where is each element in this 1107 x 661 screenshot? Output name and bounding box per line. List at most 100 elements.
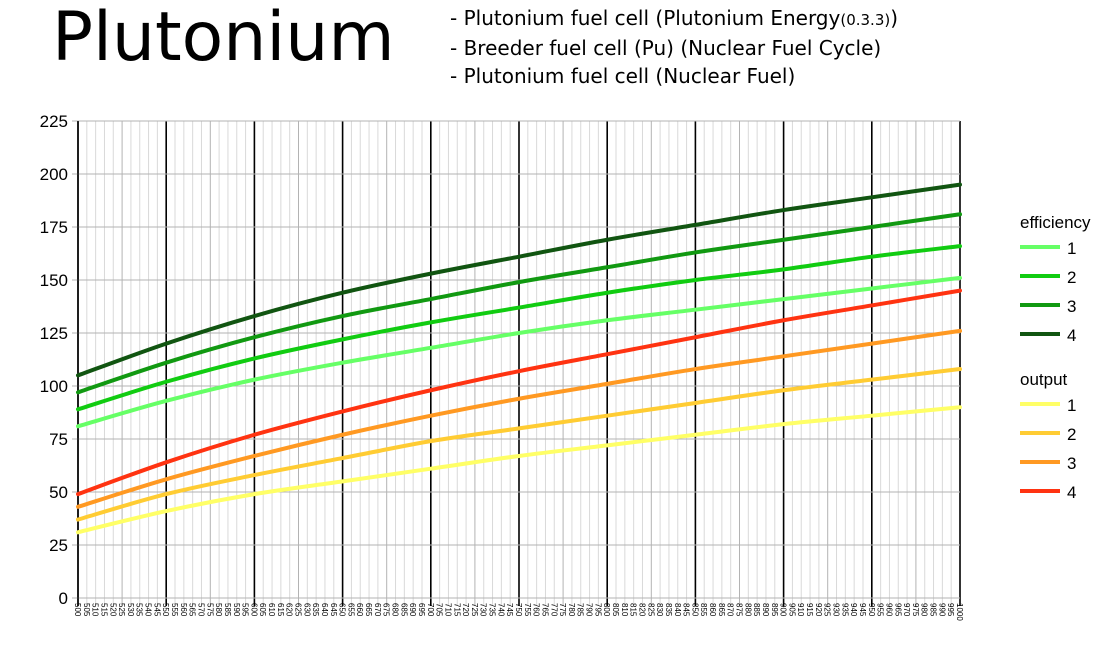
x-tick-label: 515 bbox=[99, 603, 108, 617]
x-tick-label: 630 bbox=[302, 603, 311, 617]
output-series-4-line bbox=[76, 288, 962, 497]
x-tick-label: 510 bbox=[91, 603, 100, 617]
y-tick-label: 100 bbox=[40, 377, 68, 396]
x-tick-label: 635 bbox=[311, 603, 320, 617]
x-tick-label: 995 bbox=[946, 603, 955, 617]
grid bbox=[72, 120, 961, 606]
x-tick-label: 725 bbox=[470, 603, 479, 617]
x-tick-label: 620 bbox=[285, 603, 294, 617]
x-tick-label: 675 bbox=[382, 603, 391, 617]
x-tick-label: 950 bbox=[867, 603, 876, 617]
x-tick-label: 560 bbox=[179, 603, 188, 617]
x-tick-label: 875 bbox=[735, 603, 744, 617]
x-tick-label: 915 bbox=[805, 603, 814, 617]
y-tick-label: 0 bbox=[59, 589, 68, 608]
output-series-3-line bbox=[76, 328, 962, 509]
x-tick-label: 750 bbox=[514, 603, 523, 617]
x-tick-label: 825 bbox=[646, 603, 655, 617]
x-tick-label: 550 bbox=[161, 603, 170, 617]
x-tick-label: 760 bbox=[532, 603, 541, 617]
output-series-1-line bbox=[76, 405, 962, 535]
legend-label-output-1: 1 bbox=[1067, 396, 1076, 415]
x-tick-label: 540 bbox=[144, 603, 153, 617]
x-tick-label: 740 bbox=[496, 603, 505, 617]
x-tick-label: 900 bbox=[779, 603, 788, 617]
x-tick-label: 505 bbox=[82, 603, 91, 617]
x-tick-label: 905 bbox=[787, 603, 796, 617]
x-tick-label: 835 bbox=[664, 603, 673, 617]
fuel-cell-list: - Plutonium fuel cell (Plutonium Energy(… bbox=[450, 4, 898, 90]
legend-title-efficiency: efficiency bbox=[1020, 213, 1091, 232]
x-tick-label: 910 bbox=[796, 603, 805, 617]
x-tick-label: 780 bbox=[567, 603, 576, 617]
x-tick-label: 845 bbox=[682, 603, 691, 617]
x-tick-label: 590 bbox=[232, 603, 241, 617]
x-tick-label: 960 bbox=[884, 603, 893, 617]
fuel-cell-line-3: - Plutonium fuel cell (Nuclear Fuel) bbox=[450, 62, 898, 90]
page-title: Plutonium bbox=[52, 0, 395, 77]
x-tick-label: 815 bbox=[629, 603, 638, 617]
x-tick-label: 660 bbox=[355, 603, 364, 617]
x-tick-label: 860 bbox=[708, 603, 717, 617]
x-tick-label: 705 bbox=[435, 603, 444, 617]
x-tick-label: 885 bbox=[752, 603, 761, 617]
fuel-cell-line-1: - Plutonium fuel cell (Plutonium Energy(… bbox=[450, 4, 898, 34]
x-tick-label: 500 bbox=[73, 603, 82, 617]
x-tick-label: 975 bbox=[911, 603, 920, 617]
x-tick-label: 840 bbox=[673, 603, 682, 617]
x-tick-label: 715 bbox=[452, 603, 461, 617]
fuel-cell-line-2-text: - Breeder fuel cell (Pu) (Nuclear Fuel C… bbox=[450, 36, 882, 60]
legend-label-output-2: 2 bbox=[1067, 425, 1076, 444]
x-tick-label: 925 bbox=[823, 603, 832, 617]
efficiency-series-3-line bbox=[76, 212, 962, 395]
x-tick-label: 745 bbox=[505, 603, 514, 617]
fuel-cell-line-1-text: - Plutonium fuel cell (Plutonium Energy bbox=[450, 6, 841, 30]
legend-label-output-3: 3 bbox=[1067, 454, 1076, 473]
x-tick-label: 870 bbox=[726, 603, 735, 617]
y-tick-label: 50 bbox=[49, 483, 68, 502]
x-tick-label: 785 bbox=[576, 603, 585, 617]
y-tick-label: 125 bbox=[40, 324, 68, 343]
x-tick-label: 935 bbox=[840, 603, 849, 617]
series-lines bbox=[76, 182, 962, 535]
x-tick-label: 580 bbox=[214, 603, 223, 617]
x-tick-label: 670 bbox=[373, 603, 382, 617]
x-tick-label: 545 bbox=[152, 603, 161, 617]
y-tick-label: 200 bbox=[40, 165, 68, 184]
x-tick-label: 880 bbox=[743, 603, 752, 617]
y-tick-label: 75 bbox=[49, 430, 68, 449]
x-tick-label: 965 bbox=[893, 603, 902, 617]
fuel-cell-line-2: - Breeder fuel cell (Pu) (Nuclear Fuel C… bbox=[450, 34, 898, 62]
x-tick-label: 735 bbox=[488, 603, 497, 617]
x-tick-label: 765 bbox=[540, 603, 549, 617]
x-tick-label: 930 bbox=[832, 603, 841, 617]
legend-label-efficiency-3: 3 bbox=[1067, 297, 1076, 316]
x-tick-label: 530 bbox=[126, 603, 135, 617]
x-tick-label: 775 bbox=[558, 603, 567, 617]
x-tick-label: 575 bbox=[205, 603, 214, 617]
x-tick-label: 970 bbox=[902, 603, 911, 617]
fuel-cell-line-3-text: - Plutonium fuel cell (Nuclear Fuel) bbox=[450, 64, 796, 88]
output-series-2-line bbox=[76, 367, 962, 522]
x-tick-label: 855 bbox=[699, 603, 708, 617]
x-tick-label: 535 bbox=[135, 603, 144, 617]
x-tick-label: 520 bbox=[108, 603, 117, 617]
x-tick-label: 770 bbox=[549, 603, 558, 617]
x-tick-label: 755 bbox=[523, 603, 532, 617]
y-tick-label: 225 bbox=[40, 112, 68, 131]
x-tick-label: 525 bbox=[117, 603, 126, 617]
x-tick-label: 790 bbox=[585, 603, 594, 617]
x-tick-label: 830 bbox=[655, 603, 664, 617]
x-tick-label: 680 bbox=[391, 603, 400, 617]
x-tick-label: 805 bbox=[611, 603, 620, 617]
x-tick-label: 895 bbox=[770, 603, 779, 617]
x-tick-label: 640 bbox=[320, 603, 329, 617]
x-tick-label: 700 bbox=[426, 603, 435, 617]
x-tick-label: 595 bbox=[241, 603, 250, 617]
efficiency-series-1-line bbox=[76, 275, 962, 429]
x-tick-label: 850 bbox=[690, 603, 699, 617]
x-tick-label: 665 bbox=[364, 603, 373, 617]
x-tick-label: 810 bbox=[620, 603, 629, 617]
x-tick-label: 570 bbox=[196, 603, 205, 617]
legend-label-efficiency-4: 4 bbox=[1067, 326, 1076, 345]
